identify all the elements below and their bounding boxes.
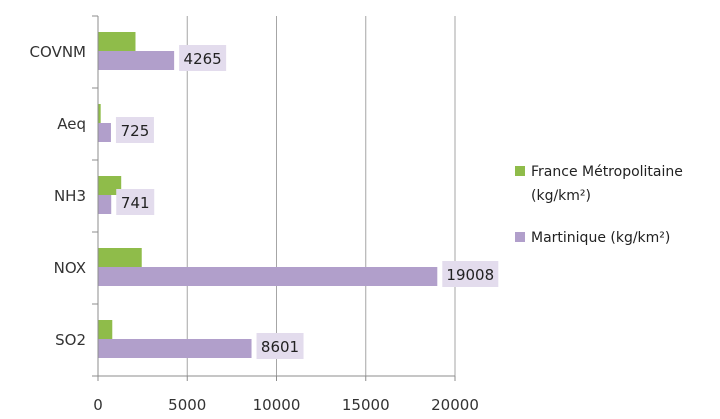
gridlines — [186, 16, 456, 376]
legend-swatch-martinique — [515, 232, 525, 242]
legend-swatch-france — [515, 166, 525, 176]
x-tick-label: 15000 — [342, 396, 390, 414]
bar-martinique — [98, 51, 175, 70]
bar-france-metropolitaine — [98, 104, 101, 123]
legend-label: France Métropolitaine — [531, 164, 683, 180]
bar-france-metropolitaine — [98, 32, 136, 51]
data-label: 4265 — [184, 50, 222, 68]
data-label-box — [179, 45, 227, 71]
bar-martinique — [98, 195, 112, 214]
data-label-box — [116, 189, 155, 215]
bar-martinique — [98, 267, 438, 286]
bar-france-metropolitaine — [98, 248, 142, 267]
data-label: 19008 — [446, 266, 494, 284]
bar-france-metropolitaine — [98, 176, 122, 195]
legend: France Métropolitaine (kg/km²) Martinique … — [515, 164, 683, 246]
data-label-box — [115, 117, 154, 143]
category-label: COVNM — [30, 43, 86, 61]
x-tick-label: 10000 — [253, 396, 301, 414]
data-label-box — [256, 333, 304, 359]
data-labels: 4265 725 741 19008 8601 — [115, 45, 499, 359]
bars — [98, 32, 438, 358]
legend-label: (kg/km²) — [531, 188, 591, 204]
x-tick-label: 5000 — [168, 396, 206, 414]
data-label: 741 — [121, 194, 150, 212]
category-label: NOX — [54, 259, 86, 277]
category-label: SO2 — [55, 331, 86, 349]
x-axis-ticks: 0 5000 10000 15000 20000 — [93, 376, 479, 414]
bar-france-metropolitaine — [98, 320, 113, 339]
data-label: 725 — [121, 122, 150, 140]
category-label: Aeq — [57, 115, 86, 133]
data-label: 8601 — [261, 338, 299, 356]
x-tick-label: 20000 — [431, 396, 479, 414]
x-tick-label: 0 — [93, 396, 103, 414]
data-label-box — [442, 261, 499, 287]
bar-martinique — [98, 123, 111, 142]
y-axis-categories: COVNM Aeq NH3 NOX SO2 — [30, 43, 86, 349]
category-label: NH3 — [54, 187, 86, 205]
bar-martinique — [98, 339, 252, 358]
legend-label: Martinique (kg/km²) — [531, 230, 670, 246]
